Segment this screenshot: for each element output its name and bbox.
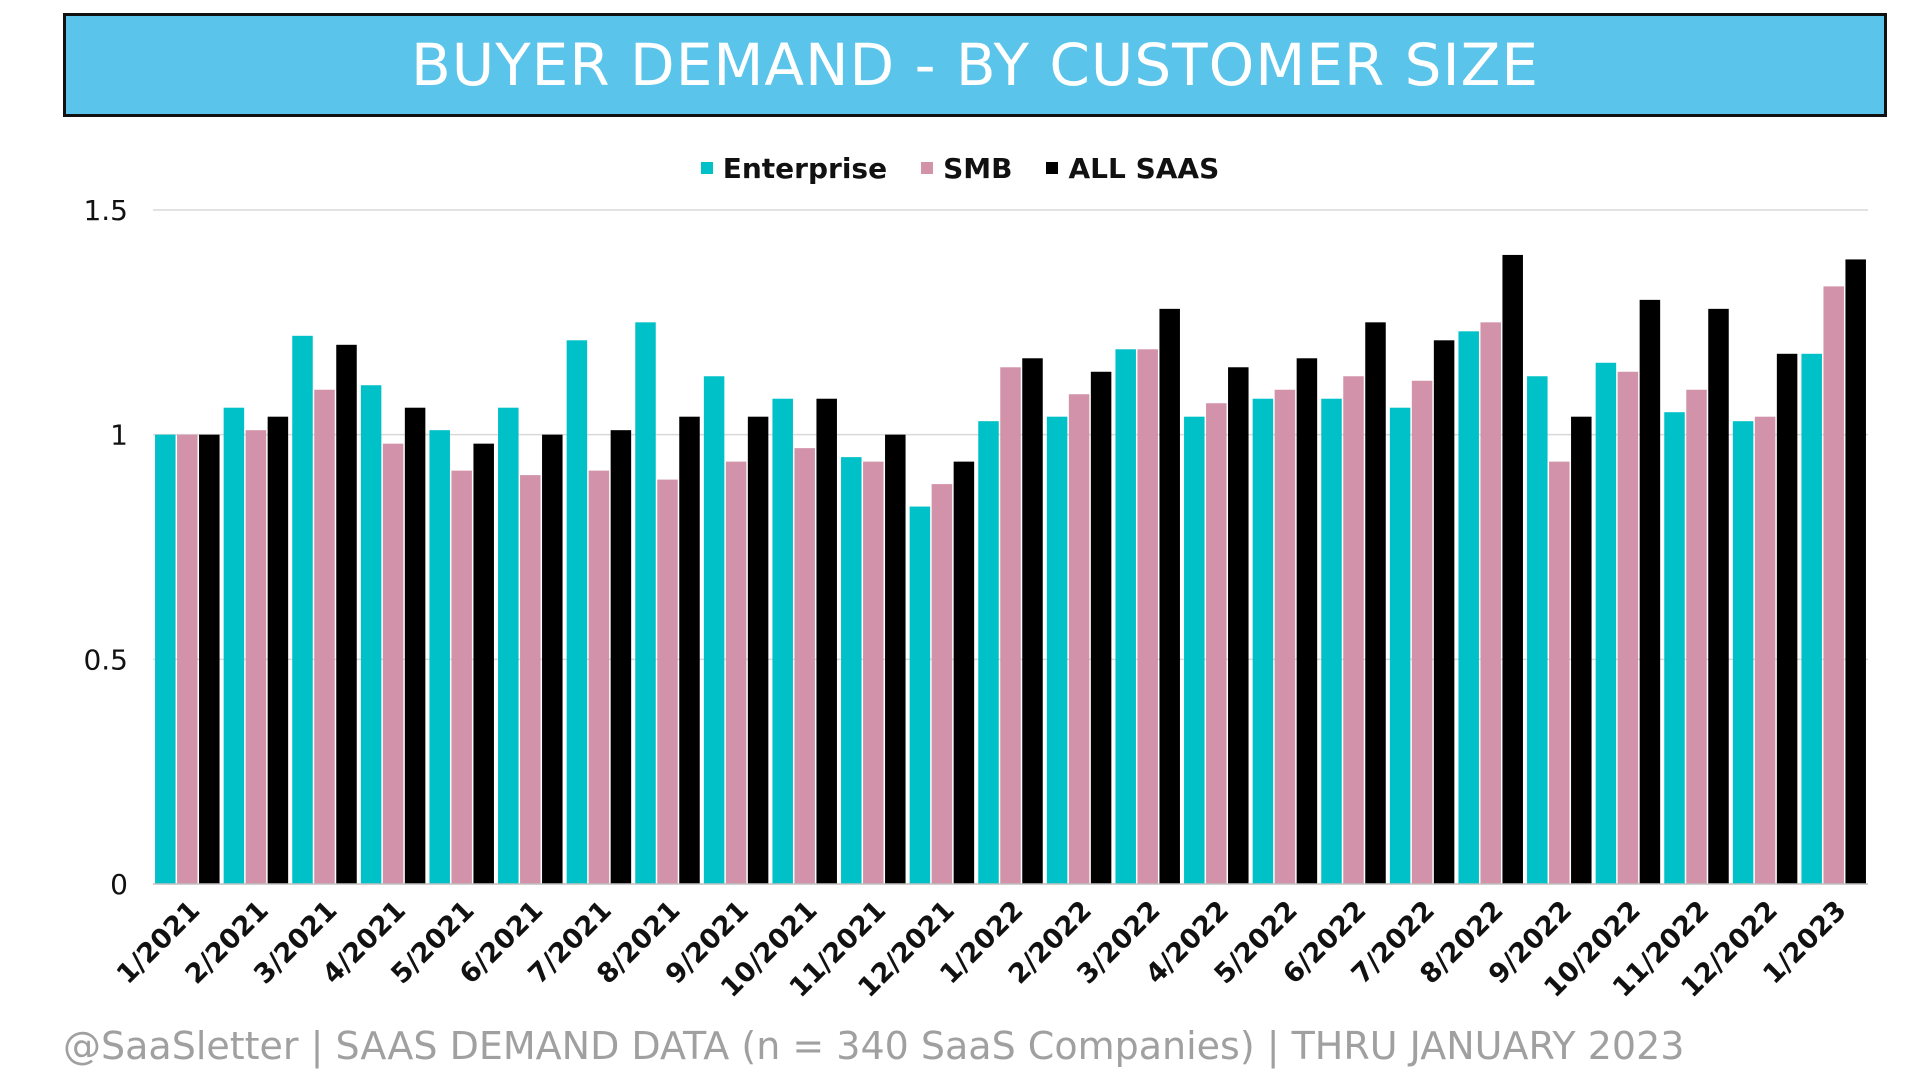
bar-smb-4-2021 <box>382 443 404 884</box>
bar-all-saas-1-2021 <box>199 434 220 884</box>
bar-all-saas-1-2023 <box>1845 259 1866 885</box>
y-tick-label: 0.5 <box>83 643 128 676</box>
bar-enterprise-10-2022 <box>1595 362 1617 885</box>
bar-all-saas-3-2022 <box>1159 308 1180 884</box>
bar-smb-10-2021 <box>794 448 815 884</box>
bar-enterprise-8-2022 <box>1458 331 1479 884</box>
bar-all-saas-10-2021 <box>816 398 837 884</box>
bar-enterprise-2-2021 <box>223 407 245 884</box>
bar-enterprise-8-2021 <box>635 322 656 884</box>
bar-enterprise-9-2022 <box>1527 376 1548 884</box>
bar-enterprise-5-2021 <box>429 430 450 884</box>
bar-smb-11-2022 <box>1686 389 1707 884</box>
bar-smb-3-2022 <box>1137 349 1158 884</box>
bar-smb-2-2021 <box>245 430 267 884</box>
bar-all-saas-9-2022 <box>1571 416 1592 884</box>
legend-swatch-smb <box>921 162 934 174</box>
bar-smb-1-2021 <box>177 434 198 884</box>
y-tick-label: 1.5 <box>83 194 128 227</box>
bar-smb-8-2022 <box>1480 322 1501 884</box>
y-tick-label: 0 <box>110 868 128 901</box>
bar-enterprise-7-2022 <box>1389 407 1411 884</box>
bar-smb-6-2022 <box>1343 376 1364 884</box>
footer-source-note: @SaaSletter | SAAS DEMAND DATA (n = 340 … <box>63 1024 1685 1068</box>
bar-enterprise-11-2022 <box>1664 412 1685 884</box>
bar-enterprise-4-2022 <box>1184 416 1205 884</box>
bar-all-saas-6-2022 <box>1365 322 1386 884</box>
bar-all-saas-2-2021 <box>267 416 289 884</box>
bar-smb-3-2021 <box>314 389 335 884</box>
bar-all-saas-7-2021 <box>610 430 632 884</box>
bars <box>155 254 1866 885</box>
bar-smb-2-2022 <box>1068 394 1090 884</box>
legend-swatch-enterprise <box>700 162 713 174</box>
bar-enterprise-12-2022 <box>1732 421 1754 884</box>
bar-all-saas-8-2021 <box>679 416 700 884</box>
bar-enterprise-6-2021 <box>498 407 519 884</box>
bar-all-saas-6-2021 <box>542 434 563 884</box>
bar-smb-6-2021 <box>520 475 541 884</box>
bar-all-saas-9-2021 <box>747 416 769 884</box>
y-axis-tick-labels: 0 0.5 1 1.5 <box>83 194 128 901</box>
bar-all-saas-5-2022 <box>1296 358 1318 884</box>
bar-smb-9-2021 <box>725 461 747 884</box>
legend-item-all-saas: ALL SAAS <box>1046 152 1219 185</box>
bar-enterprise-9-2021 <box>703 376 725 884</box>
bar-enterprise-3-2021 <box>292 335 313 884</box>
bar-all-saas-12-2022 <box>1776 353 1798 885</box>
bar-all-saas-8-2022 <box>1502 254 1523 884</box>
bar-enterprise-10-2021 <box>772 398 793 884</box>
bar-smb-10-2022 <box>1617 371 1639 884</box>
bar-smb-4-2022 <box>1206 403 1227 884</box>
bar-all-saas-4-2021 <box>404 407 426 884</box>
bar-enterprise-2-2022 <box>1046 416 1068 884</box>
bar-enterprise-12-2021 <box>909 506 931 884</box>
bar-smb-9-2022 <box>1549 461 1570 884</box>
bar-smb-5-2022 <box>1274 389 1296 884</box>
bar-smb-8-2021 <box>657 479 678 884</box>
bar-smb-7-2021 <box>588 470 610 884</box>
bar-all-saas-5-2021 <box>473 443 494 884</box>
x-axis-tick-labels: 1/20212/20213/20214/20215/20216/20217/20… <box>111 895 1853 1004</box>
bar-all-saas-11-2021 <box>885 434 906 884</box>
legend-label-smb: SMB <box>943 151 1013 185</box>
legend-label-all-saas: ALL SAAS <box>1068 151 1220 185</box>
y-tick-label: 1 <box>110 419 128 452</box>
bar-enterprise-1-2023 <box>1801 353 1822 885</box>
legend-item-enterprise: Enterprise <box>700 151 888 185</box>
title-banner: BUYER DEMAND - BY CUSTOMER SIZE <box>63 13 1887 117</box>
bar-all-saas-2-2022 <box>1090 371 1112 884</box>
bar-smb-11-2021 <box>863 461 884 884</box>
bar-smb-12-2022 <box>1754 416 1776 884</box>
bar-enterprise-11-2021 <box>841 457 862 884</box>
bar-enterprise-7-2021 <box>566 340 588 885</box>
bar-enterprise-5-2022 <box>1252 398 1274 884</box>
bar-smb-1-2023 <box>1823 286 1844 884</box>
legend-label-enterprise: Enterprise <box>722 151 888 185</box>
bar-all-saas-11-2022 <box>1708 308 1729 884</box>
legend-item-smb: SMB <box>921 152 1012 185</box>
bar-enterprise-1-2021 <box>155 434 176 884</box>
bar-all-saas-10-2022 <box>1639 299 1661 884</box>
bar-all-saas-4-2022 <box>1228 367 1249 884</box>
bar-smb-7-2022 <box>1411 380 1433 884</box>
bar-smb-12-2021 <box>931 484 953 884</box>
chart-title: BUYER DEMAND - BY CUSTOMER SIZE <box>411 31 1539 99</box>
bar-all-saas-1-2022 <box>1022 358 1043 884</box>
bar-smb-5-2021 <box>451 470 472 884</box>
bar-enterprise-6-2022 <box>1321 398 1342 884</box>
bar-all-saas-12-2021 <box>953 461 975 884</box>
legend-swatch-all-saas <box>1046 162 1059 174</box>
bar-enterprise-3-2022 <box>1115 349 1136 884</box>
bar-all-saas-3-2021 <box>336 344 357 884</box>
bar-enterprise-4-2021 <box>360 385 382 884</box>
bar-all-saas-7-2022 <box>1433 340 1455 885</box>
bar-enterprise-1-2022 <box>978 421 999 884</box>
bar-smb-1-2022 <box>1000 367 1021 884</box>
chart-legend: Enterprise SMB ALL SAAS <box>0 148 1920 188</box>
